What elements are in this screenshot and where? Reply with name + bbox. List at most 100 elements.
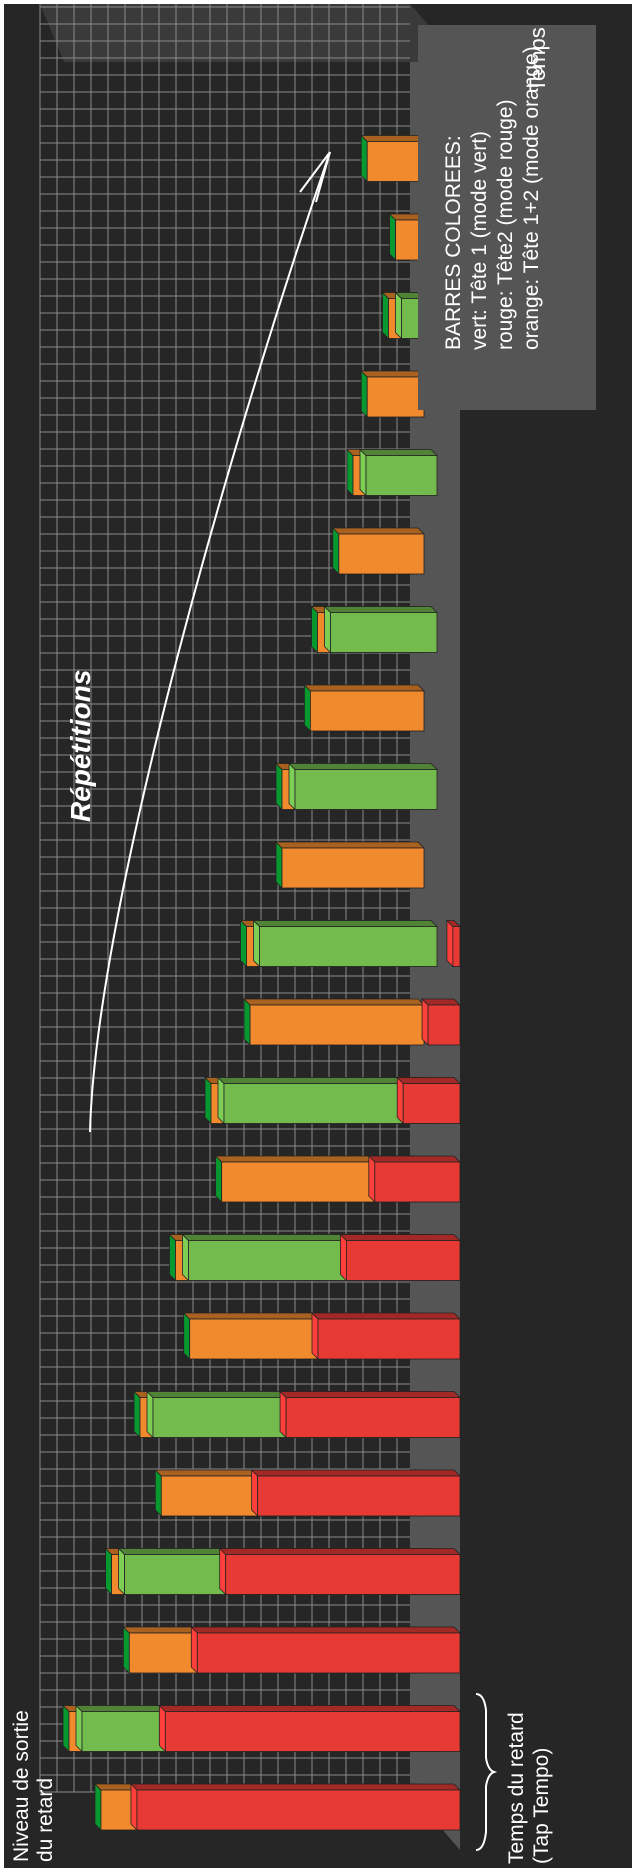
bar-top-orange <box>275 841 283 889</box>
bar-orange <box>243 998 425 1046</box>
grid <box>39 4 410 1793</box>
bar-side-vert <box>288 763 438 770</box>
bar-front-orange <box>338 533 425 575</box>
bar-front-rouge <box>452 926 461 967</box>
bar-side-orange <box>331 527 425 535</box>
bar-side-rouge <box>250 1469 461 1477</box>
bar-front-rouge <box>225 1554 461 1595</box>
bar-side-orange <box>360 135 425 142</box>
bar-top-rouge <box>339 1233 347 1282</box>
bar-front-orange <box>249 1004 425 1046</box>
bar-front-vert <box>365 455 438 496</box>
bar-orange <box>331 527 425 575</box>
bar-top-vert <box>324 605 331 654</box>
y-axis-label-line2: du retard <box>34 1778 57 1862</box>
bar-orange <box>360 370 425 418</box>
bar-top-rouge <box>158 1704 166 1753</box>
bar-front-rouge <box>136 1789 461 1831</box>
bar-side-rouge <box>396 1077 461 1084</box>
bar-front-vert <box>259 926 438 967</box>
bar-top-orange <box>154 1469 162 1517</box>
bar-rouge <box>445 919 461 968</box>
bar-side-rouge <box>129 1783 461 1791</box>
bar-top-vert <box>118 1547 125 1596</box>
bar-top-rouge <box>219 1547 227 1596</box>
bar-top-orange <box>382 291 389 340</box>
bar-top-orange <box>62 1704 70 1753</box>
bar-top-orange <box>122 1626 130 1674</box>
bar-top-orange <box>240 919 247 968</box>
bar-side-rouge <box>279 1391 461 1398</box>
bar-vert <box>323 605 438 654</box>
bar-top-orange <box>105 1547 112 1596</box>
bar-side-rouge <box>190 1626 461 1634</box>
bar-front-orange <box>281 847 425 889</box>
legend-entry-orange: orange: Tête 1+2 (mode orange) <box>520 46 543 350</box>
bar-front-rouge <box>374 1161 461 1203</box>
bar-top-orange <box>183 1312 191 1360</box>
bar-top-vert <box>146 1390 154 1439</box>
bar-front-orange <box>309 690 425 732</box>
repetitions-arrow <box>89 151 331 1133</box>
bar-top-vert <box>182 1233 189 1282</box>
bar-rouge <box>279 1390 461 1439</box>
bar-front-orange <box>366 141 425 182</box>
bar-side-rouge <box>367 1155 461 1163</box>
bar-side-orange <box>303 684 425 692</box>
y-axis-label-line1: Niveau de sortie <box>10 1710 33 1862</box>
bar-front-vert <box>330 612 438 653</box>
bar-orange <box>303 684 425 732</box>
bar-vert <box>288 762 438 811</box>
bar-top-vert <box>253 919 260 968</box>
bar-front-rouge <box>427 1004 461 1046</box>
bar-top-vert <box>75 1704 83 1753</box>
bar-front-rouge <box>257 1475 461 1517</box>
bar-top-orange <box>204 1076 212 1125</box>
delay-time-label-line1: Temps du retard <box>505 1712 528 1864</box>
delay-time-brace <box>475 1693 498 1851</box>
bar-rouge <box>190 1626 461 1674</box>
bar-front-rouge <box>345 1240 461 1281</box>
bar-vert <box>252 919 438 968</box>
bar-side-rouge <box>311 1312 461 1320</box>
bar-top-rouge <box>396 1076 404 1125</box>
bar-top-vert <box>395 291 402 340</box>
delay-time-label-line2: (Tap Tempo) <box>530 1748 553 1864</box>
bar-top-rouge <box>311 1312 319 1360</box>
bar-top-orange <box>215 1155 223 1203</box>
bar-side-orange <box>275 841 425 849</box>
bar-rouge <box>218 1547 461 1596</box>
legend-box <box>418 25 596 410</box>
bar-top-orange <box>360 134 368 183</box>
bar-front-rouge <box>317 1318 461 1360</box>
bar-side-rouge <box>339 1234 461 1241</box>
bar-top-vert <box>288 762 296 811</box>
bar-top-orange <box>133 1390 141 1439</box>
bar-side-orange <box>360 370 425 378</box>
bar-top-vert <box>359 448 367 497</box>
right-wall <box>40 4 460 62</box>
bar-rouge <box>339 1233 461 1282</box>
bar-front-rouge <box>402 1083 461 1124</box>
bar-top-vert <box>217 1076 225 1125</box>
legend-entry-green: vert: Tête 1 (mode vert) <box>468 131 491 350</box>
bar-side-vert <box>323 606 438 613</box>
bar-orange <box>360 134 425 183</box>
repetitions-label: Répétitions <box>65 670 96 822</box>
bar-vert <box>359 448 438 497</box>
legend-title: BARRES COLOREES: <box>442 135 465 350</box>
bar-top-orange <box>169 1233 176 1282</box>
bar-front-rouge <box>164 1711 461 1752</box>
bar-rouge <box>421 998 461 1046</box>
bar-side-rouge <box>421 998 461 1006</box>
bar-orange <box>275 841 425 889</box>
bar-side-vert <box>252 920 438 927</box>
bar-vert <box>217 1076 438 1125</box>
repetitions-arrow-head <box>299 151 331 203</box>
bar-top-rouge <box>190 1626 198 1674</box>
bar-top-orange <box>360 370 368 418</box>
bar-side-rouge <box>218 1548 461 1555</box>
